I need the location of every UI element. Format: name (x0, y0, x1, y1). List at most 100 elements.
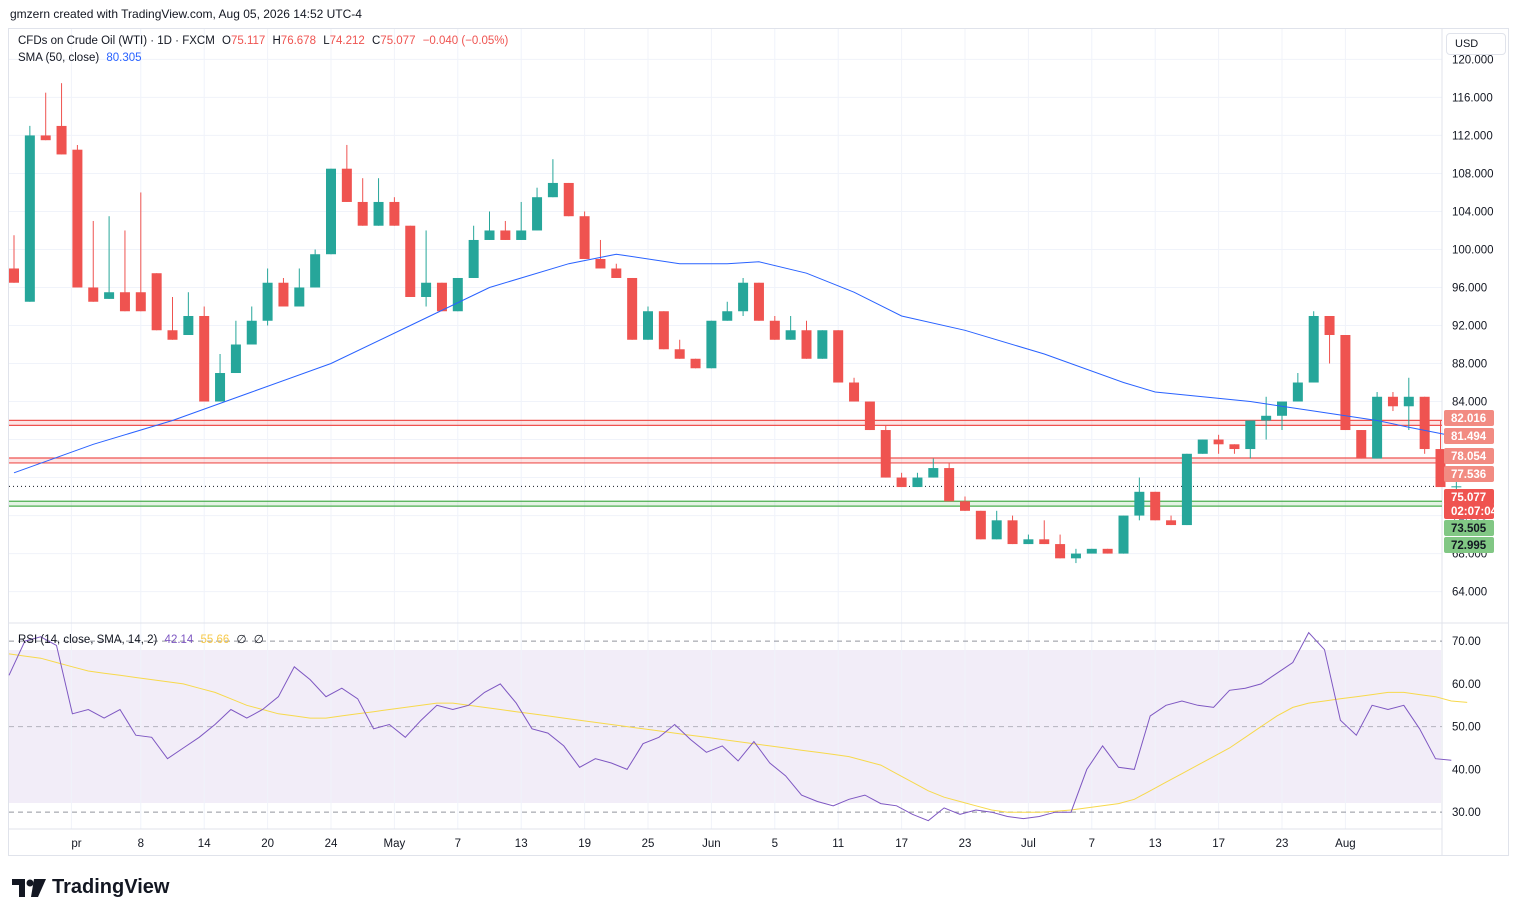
candle-body (991, 520, 1002, 540)
chart-credit: gmzern created with TradingView.com, Aug… (10, 7, 362, 21)
time-tick-label: 14 (198, 838, 211, 850)
candle-body (532, 197, 543, 231)
time-tick-label: 17 (1212, 838, 1225, 850)
rsi-legend[interactable]: RSI (14, close, SMA, 14, 2) 42.14 55.66 … (18, 632, 268, 646)
horizontal-levels (9, 419, 1442, 507)
resistance-band-lower-fill (9, 458, 1442, 463)
candle-body (912, 477, 923, 488)
low-value: 74.212 (329, 35, 365, 47)
support-band-fill (9, 501, 1442, 507)
resistance-upper-top-tag: 82.016 (1451, 413, 1486, 425)
sma-label: SMA (50, close) (18, 52, 100, 64)
tradingview-logo-icon (12, 878, 46, 897)
candle-body (627, 277, 638, 340)
candle-body (833, 330, 844, 383)
candle-body (436, 282, 447, 312)
candle-body (56, 125, 67, 155)
rsi-extra-1: ∅ (236, 634, 247, 646)
candle-body (864, 401, 875, 431)
resistance-lower-bottom-tag-bg (1444, 466, 1494, 482)
price-tick-label: 116.000 (1452, 92, 1493, 104)
candle-body (722, 311, 733, 321)
sma-line (13, 253, 1457, 474)
time-tick-label: May (384, 838, 406, 850)
candle-body (119, 292, 130, 312)
symbol-legend[interactable]: CFDs on Crude Oil (WTI) · 1D · FXCM O75.… (18, 35, 512, 47)
candle-body (310, 254, 321, 288)
time-axis-ticks: pr 8 14 20 24 May 7 13 19 25 Jun 5 11 17 23 Jul 7 13 17 23 A… (71, 838, 1355, 850)
price-tick-label: 88.000 (1452, 359, 1487, 371)
open-label: O (222, 35, 231, 47)
rsi-label: RSI (14, close, SMA, 14, 2) (18, 634, 158, 646)
grid-lines (9, 29, 1442, 829)
high-label: H (272, 35, 281, 47)
candle-body (1086, 548, 1097, 554)
candle-body (72, 149, 83, 288)
candle-body (500, 230, 511, 240)
candle-body (246, 320, 257, 345)
price-axis-labels: 82.016 81.494 78.054 77.536 75.077 02:07:04 73… (1444, 410, 1498, 553)
candle-body (1166, 520, 1177, 526)
candle-body (1403, 396, 1414, 407)
candle-body (199, 315, 210, 402)
time-tick-label: pr (71, 838, 81, 850)
price-tick-label: 100.000 (1452, 244, 1494, 256)
candle-body (1118, 515, 1129, 554)
currency-label: USD (1455, 38, 1479, 50)
time-tick-label: 23 (959, 838, 972, 850)
candle-body (706, 320, 717, 369)
candle-body (753, 282, 764, 321)
candle-body (690, 358, 701, 369)
candles (9, 83, 1462, 564)
time-tick-label: 7 (455, 838, 461, 850)
candle-body (1023, 539, 1034, 545)
candle-body (1102, 548, 1113, 554)
support-top-tag: 73.505 (1451, 523, 1487, 535)
currency-button[interactable]: USD (1446, 33, 1506, 55)
candle-body (1197, 439, 1208, 454)
candle-body (817, 330, 828, 359)
rsi-ma-value: 55.66 (200, 634, 230, 646)
price-tick-label: 64.000 (1452, 587, 1487, 599)
symbol-name: CFDs on Crude Oil (WTI) · 1D · FXCM (18, 35, 215, 47)
open-value: 75.117 (230, 35, 266, 47)
candle-body (563, 182, 574, 217)
candle-body (1419, 396, 1430, 450)
candle-body (547, 182, 558, 198)
candle-body (1277, 401, 1287, 416)
time-tick-label: Jul (1021, 838, 1036, 850)
close-value: 75.077 (380, 35, 416, 47)
candle-body (294, 287, 305, 307)
candle-body (278, 282, 289, 307)
candle-body (468, 239, 479, 278)
candle-body (167, 330, 178, 340)
candle-body (738, 282, 749, 312)
candle-body (230, 344, 241, 374)
resistance-lower-top-tag: 78.054 (1451, 451, 1487, 463)
tradingview-logo[interactable]: TradingView (12, 876, 169, 899)
resistance-lower-top-tag-bg (1444, 448, 1494, 464)
rsi-ma-line (8, 653, 1468, 813)
candle-body (1261, 415, 1272, 421)
price-tick-label: 112.000 (1452, 130, 1493, 142)
candle-body (1055, 544, 1066, 559)
candle-body (1070, 553, 1081, 559)
sma-legend[interactable]: SMA (50, close) 80.305 (18, 52, 146, 64)
candle-body (452, 277, 463, 312)
resistance-upper-bottom-tag: 81.494 (1451, 431, 1487, 443)
resistance-upper-bottom-tag-bg (1444, 428, 1494, 444)
time-tick-label: 25 (642, 838, 655, 850)
rsi-tick-label: 30.00 (1452, 807, 1481, 819)
candle-body (1308, 315, 1319, 383)
candle-body (1181, 453, 1192, 526)
candle-body (1134, 491, 1145, 516)
candle-body (960, 501, 970, 511)
candle-body (151, 273, 162, 331)
candle-body (579, 216, 590, 259)
time-tick-label: 23 (1276, 838, 1289, 850)
candle-body (801, 330, 812, 359)
candle-body (595, 258, 606, 269)
time-tick-label: 8 (138, 838, 144, 850)
candle-body (1356, 430, 1367, 459)
